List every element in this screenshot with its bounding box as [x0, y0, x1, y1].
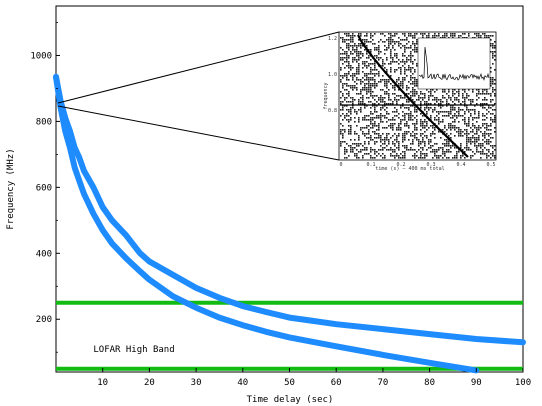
inset-x-tick-1: 0.1 — [366, 162, 375, 168]
x-axis-label: Time delay (sec) — [247, 395, 334, 405]
inset-x-tick-4: 0.4 — [456, 162, 465, 168]
y-tick-label-2: 600 — [36, 183, 52, 193]
inset-x-tick-2: 0.2 — [396, 162, 405, 168]
y-axis-label: Frequency (MHz) — [6, 148, 16, 229]
x-tick-label-9: 100 — [515, 378, 531, 388]
x-tick-label-0: 10 — [97, 378, 108, 388]
inset-noise-texture — [340, 33, 496, 159]
inset-ticks: 0 0.1 0.2 0.3 0.4 0.5 1.2 1.0 0.8 — [328, 36, 496, 168]
x-tick-label-6: 70 — [377, 378, 388, 388]
y-axis-ticks: 200 400 600 800 1000 — [30, 22, 60, 353]
x-tick-label-1: 20 — [144, 378, 155, 388]
inset-y-label: frequency — [323, 82, 329, 109]
series-line-1 — [53, 73, 480, 374]
inset-pulse-profile — [418, 46, 490, 81]
x-tick-label-7: 80 — [424, 378, 435, 388]
series-line-0 — [53, 73, 526, 346]
annotations: LOFAR High Band — [93, 345, 174, 355]
y-tick-label-0: 200 — [36, 315, 52, 325]
inset-y-tick-0: 1.2 — [328, 36, 337, 42]
inset-y-tick-2: 0.8 — [328, 108, 337, 114]
y-tick-label-1: 400 — [36, 249, 52, 259]
inset-pulse-sweep — [357, 34, 469, 158]
y-tick-label-4: 1000 — [30, 51, 52, 61]
inset-x-label: time (s) — 400 ms total — [375, 166, 444, 172]
annotation-0: LOFAR High Band — [93, 345, 174, 355]
x-tick-label-4: 50 — [284, 378, 295, 388]
series-group — [53, 73, 526, 374]
x-tick-label-8: 90 — [471, 378, 482, 388]
x-tick-label-3: 40 — [237, 378, 248, 388]
y-tick-label-3: 800 — [36, 117, 52, 127]
x-tick-label-2: 30 — [191, 378, 202, 388]
inset-x-tick-5: 0.5 — [486, 162, 495, 168]
x-tick-label-5: 60 — [331, 378, 342, 388]
inset-plot: 0 0.1 0.2 0.3 0.4 0.5 1.2 1.0 0.8 time (s) — 400… — [323, 31, 497, 172]
zoom-line-top — [57, 31, 340, 104]
inset-y-tick-1: 1.0 — [328, 72, 337, 78]
zoom-line-bottom — [57, 105, 340, 161]
inset-profile-window — [417, 37, 491, 90]
x-axis-ticks: 10 20 30 40 50 60 70 80 90 100 — [97, 368, 531, 388]
inset-noise — [340, 33, 496, 159]
inset-x-tick-3: 0.3 — [426, 162, 435, 168]
inset-x-tick-0: 0 — [339, 162, 342, 168]
